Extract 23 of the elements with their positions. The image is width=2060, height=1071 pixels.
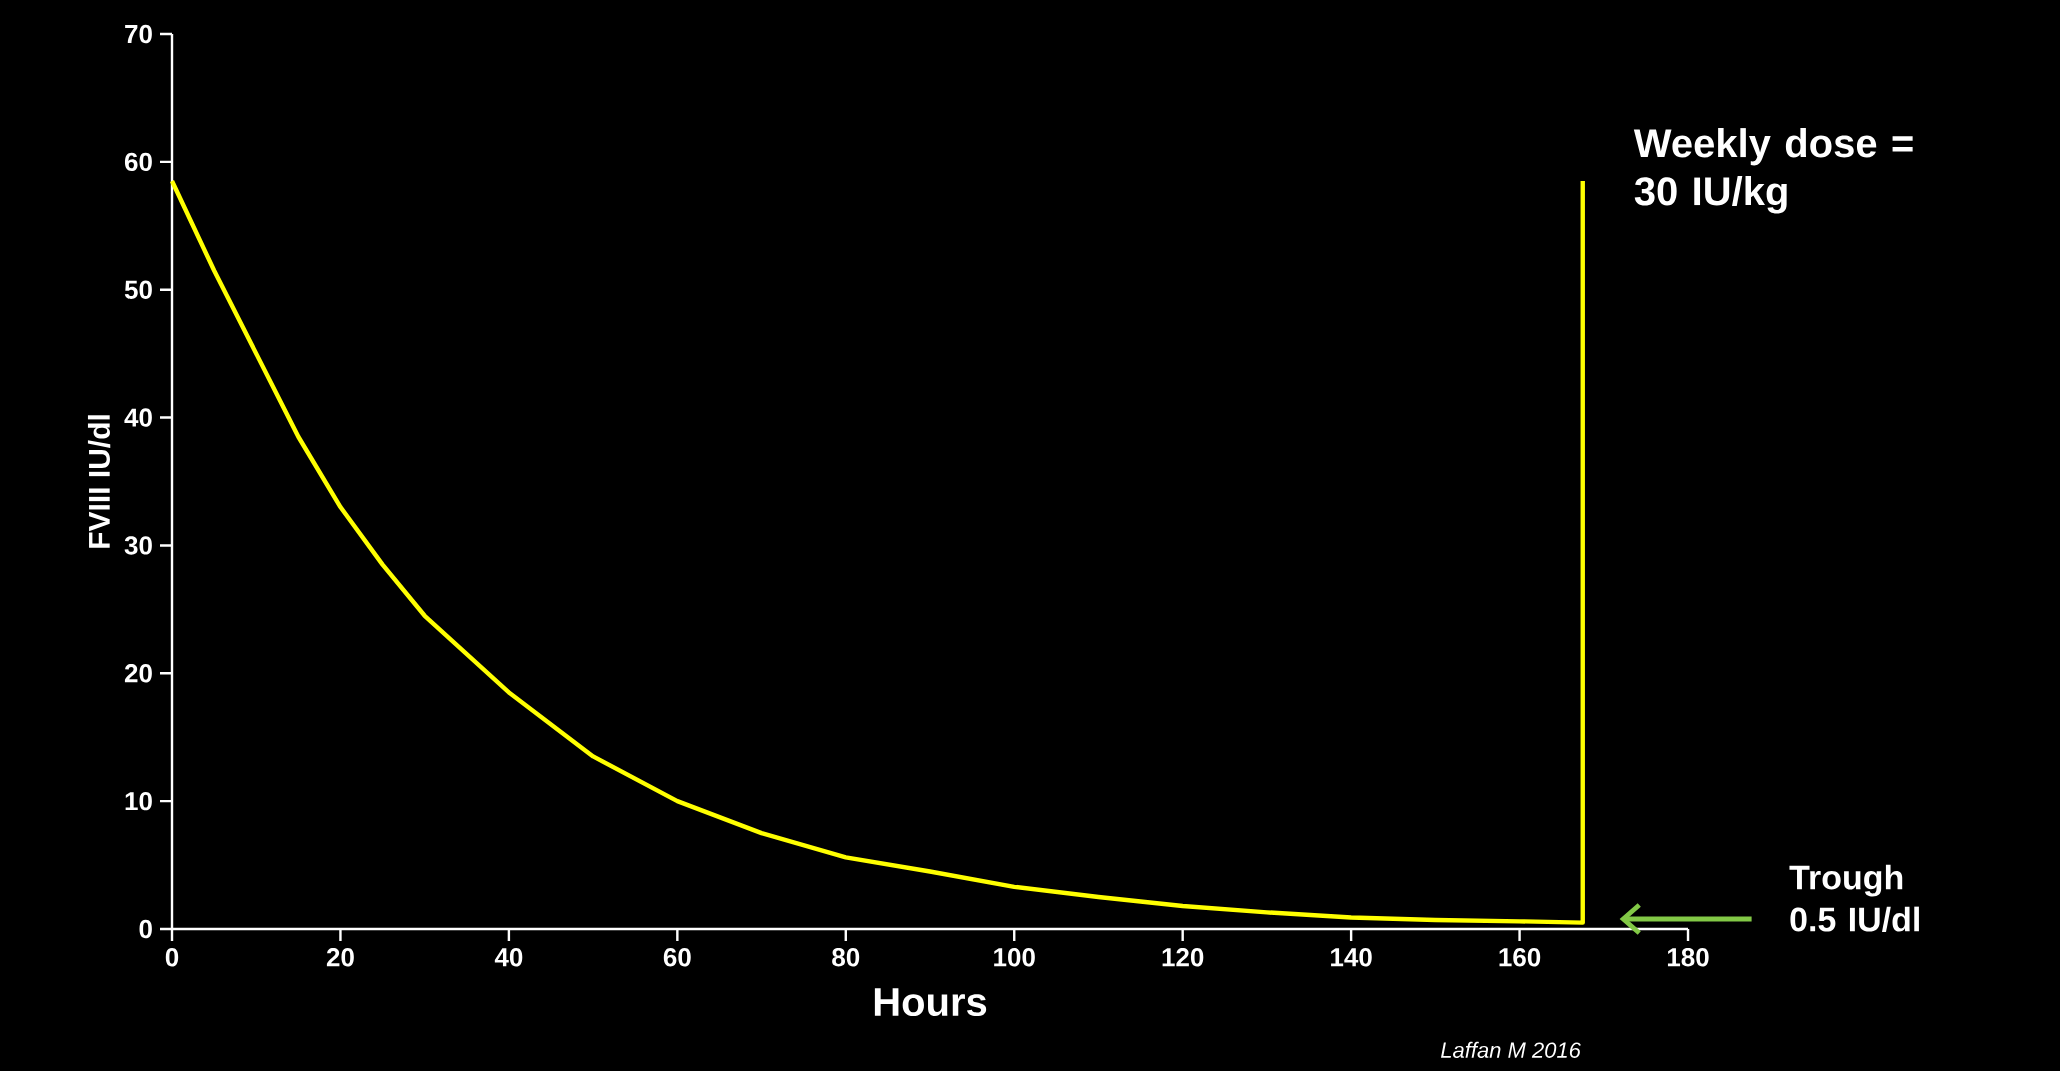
y-tick-label: 50 bbox=[124, 280, 152, 299]
x-tick-label: 120 bbox=[1162, 948, 1204, 967]
x-tick-label: 160 bbox=[1499, 948, 1541, 967]
x-tick-label: 80 bbox=[832, 948, 860, 967]
x-tick-label: 100 bbox=[994, 948, 1035, 967]
y-tick-label: 20 bbox=[124, 664, 152, 683]
text: Laffan M 2016 bbox=[1440, 1041, 1581, 1058]
y-tick-label: 40 bbox=[124, 408, 152, 427]
x-tick-label: 60 bbox=[663, 948, 691, 967]
x-tick-label: 40 bbox=[494, 948, 523, 967]
x-tick-label: 140 bbox=[1331, 948, 1372, 967]
x-tick-label: 180 bbox=[1667, 948, 1709, 967]
x-tick-label: 20 bbox=[326, 948, 354, 967]
annotation: Weekly dose = 30 IU/kg bbox=[1633, 128, 1913, 214]
x-axis-title: Hours bbox=[874, 988, 987, 1017]
y-axis-title: FVIII IU/dl bbox=[87, 415, 111, 548]
y-tick-label: 60 bbox=[124, 152, 152, 172]
x-tick-label: 0 bbox=[165, 948, 179, 967]
y-tick-label: 70 bbox=[125, 24, 152, 44]
y-tick-label: 10 bbox=[125, 791, 152, 811]
y-tick-label: 0 bbox=[139, 919, 152, 939]
text: Trough 0.5 IU/dl bbox=[1789, 864, 1919, 932]
y-tick-label: 30 bbox=[124, 536, 152, 555]
